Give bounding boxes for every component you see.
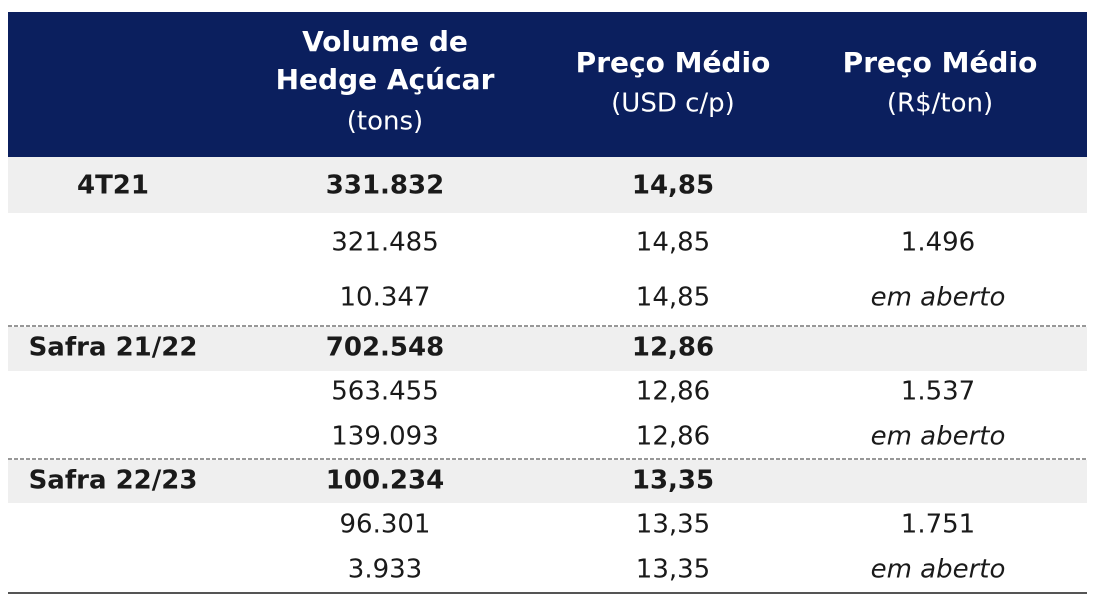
row-band <box>8 460 1087 503</box>
cell-volume: 321.485 <box>331 228 439 258</box>
cell-volume: 10.347 <box>340 283 431 313</box>
header-unit: (tons) <box>347 107 423 137</box>
cell-volume: 139.093 <box>331 422 439 452</box>
cell-usd: 13,35 <box>636 555 710 585</box>
row-band <box>8 327 1087 371</box>
cell-usd: 14,85 <box>632 171 714 201</box>
cell-usd: 12,86 <box>636 377 710 407</box>
cell-brl: 1.751 <box>901 510 975 540</box>
cell-brl: 1.537 <box>901 377 975 407</box>
header-text: Volume de <box>302 25 468 58</box>
cell-usd: 14,85 <box>636 283 710 313</box>
cell-usd: 13,35 <box>632 466 714 496</box>
cell-usd: 13,35 <box>636 510 710 540</box>
cell-brl: 1.496 <box>901 228 975 258</box>
header-text: Preço Médio <box>576 46 771 79</box>
cell-label: 4T21 <box>77 171 149 201</box>
cell-volume: 96.301 <box>340 510 431 540</box>
row-band <box>8 157 1087 213</box>
cell-brl: em aberto <box>871 422 1006 452</box>
cell-volume: 3.933 <box>348 555 422 585</box>
header-text: Preço Médio <box>843 46 1038 79</box>
cell-label: Safra 21/22 <box>29 333 198 363</box>
cell-brl: em aberto <box>871 283 1006 313</box>
cell-volume: 331.832 <box>326 171 444 201</box>
cell-label: Safra 22/23 <box>29 466 198 496</box>
cell-usd: 12,86 <box>632 333 714 363</box>
cell-volume: 702.548 <box>326 333 444 363</box>
header-text: Hedge Açúcar <box>276 63 495 96</box>
cell-brl: em aberto <box>871 555 1006 585</box>
cell-usd: 14,85 <box>636 228 710 258</box>
header-unit: (USD c/p) <box>611 89 735 119</box>
cell-volume: 563.455 <box>331 377 439 407</box>
header-unit: (R$/ton) <box>887 89 993 119</box>
cell-volume: 100.234 <box>326 466 444 496</box>
header-band <box>8 12 1087 157</box>
cell-usd: 12,86 <box>636 422 710 452</box>
